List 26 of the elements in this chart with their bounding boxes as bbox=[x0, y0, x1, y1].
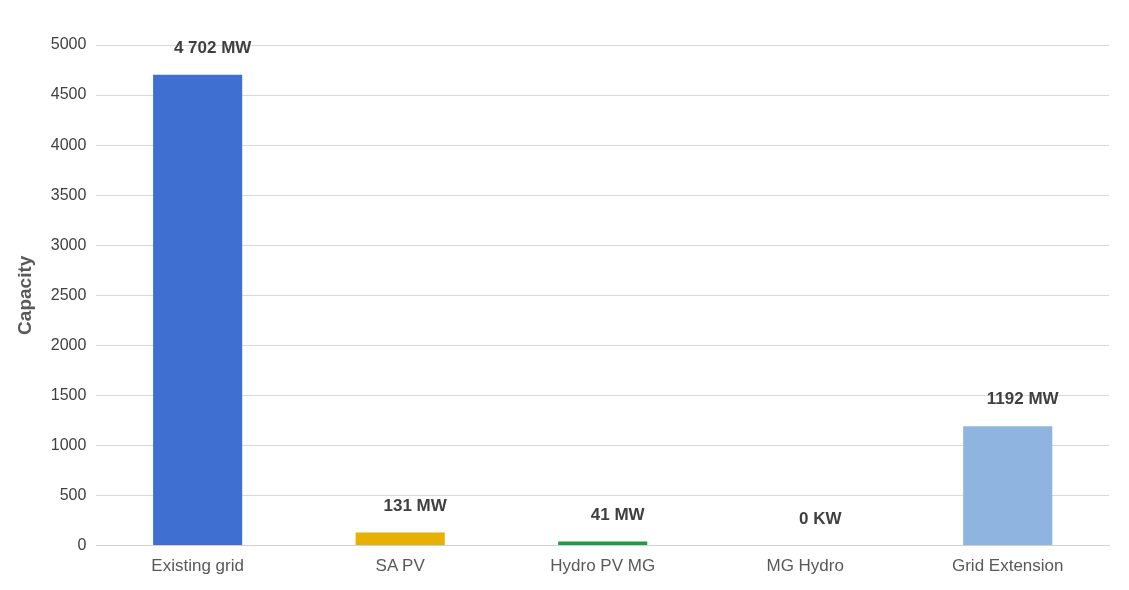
bar bbox=[153, 74, 243, 546]
data-label: 4 702 MW bbox=[173, 38, 253, 58]
bar bbox=[558, 541, 648, 546]
x-tick-label: SA PV bbox=[375, 556, 426, 576]
y-tick-label: 3000 bbox=[50, 235, 87, 253]
data-label: 1192 MW bbox=[986, 389, 1060, 409]
y-axis-title: Capacity bbox=[13, 255, 35, 335]
data-label: 0 KW bbox=[798, 508, 843, 528]
y-tick-label: 3500 bbox=[50, 185, 87, 203]
y-tick-label: 0 bbox=[77, 536, 87, 554]
y-tick-label: 2000 bbox=[50, 335, 87, 353]
data-label: 131 MW bbox=[383, 495, 448, 515]
data-label: 41 MW bbox=[590, 504, 646, 524]
x-tick-label: Existing grid bbox=[151, 556, 244, 576]
y-tick-label: 1000 bbox=[50, 435, 87, 453]
y-tick-label: 500 bbox=[59, 485, 87, 503]
y-tick-label: 4500 bbox=[50, 85, 87, 103]
y-tick-label: 2500 bbox=[50, 285, 87, 303]
x-tick-label: Hydro PV MG bbox=[550, 556, 656, 576]
y-tick-label: 5000 bbox=[50, 35, 87, 53]
x-tick-label: Grid Extension bbox=[951, 556, 1064, 576]
x-tick-label: MG Hydro bbox=[766, 556, 844, 576]
bar bbox=[963, 426, 1053, 546]
y-tick-label: 1500 bbox=[50, 385, 87, 403]
y-tick-label: 4000 bbox=[50, 135, 87, 153]
bar bbox=[355, 532, 445, 546]
